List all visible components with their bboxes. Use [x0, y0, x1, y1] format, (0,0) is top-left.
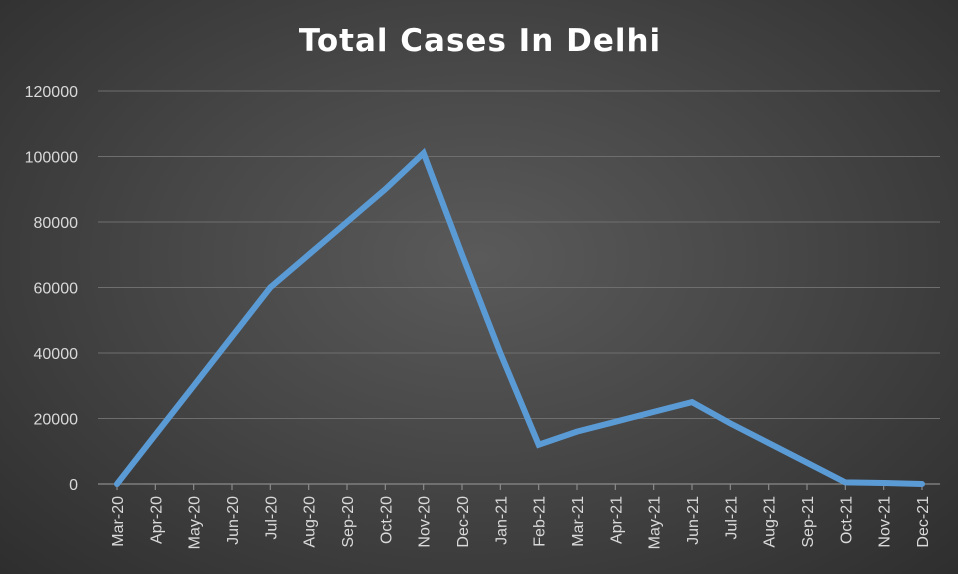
y-tick-label: 60000	[34, 281, 79, 298]
data-point	[921, 483, 923, 485]
x-tick-label: Nov-20	[417, 496, 434, 548]
y-tick-label: 80000	[34, 215, 79, 232]
data-point	[116, 483, 118, 485]
y-tick-label: 0	[69, 477, 78, 494]
series-line	[114, 147, 925, 487]
x-tick-label: Mar-20	[110, 496, 127, 547]
x-tick-label: Apr-21	[608, 496, 625, 544]
data-point	[423, 152, 425, 154]
data-point	[576, 431, 578, 433]
x-tick-label: Jul-21	[723, 496, 740, 540]
x-tick-label: May-21	[647, 496, 664, 549]
data-point	[231, 336, 233, 338]
data-point	[499, 352, 501, 354]
y-tick-label: 120000	[25, 84, 78, 101]
data-point	[806, 462, 808, 464]
x-tick-label: Dec-20	[455, 496, 472, 548]
x-tick-label: Aug-21	[762, 496, 779, 548]
x-tick-label: Jul-20	[263, 496, 280, 540]
y-axis-ticks: 0 20000 40000 60000 80000 100000 120000	[25, 84, 78, 494]
data-point	[308, 254, 310, 256]
data-point	[154, 434, 156, 436]
x-tick-label: Jun-20	[225, 496, 242, 545]
x-tick-label: Oct-21	[838, 496, 855, 544]
data-point	[538, 444, 540, 446]
data-point	[844, 481, 846, 483]
x-tick-label: May-20	[187, 496, 204, 549]
x-tick-label: Jun-21	[685, 496, 702, 545]
gridlines	[98, 90, 940, 419]
x-tick-label: Mar-21	[570, 496, 587, 547]
x-tick-label: Apr-20	[148, 496, 165, 544]
data-point	[384, 188, 386, 190]
x-tick-label: Sep-21	[800, 496, 817, 548]
data-point	[653, 411, 655, 413]
data-point	[883, 482, 885, 484]
x-tick-label: Feb-21	[532, 496, 549, 547]
data-point	[768, 442, 770, 444]
y-tick-label: 40000	[34, 346, 79, 363]
data-point	[346, 221, 348, 223]
x-tick-label: Aug-20	[302, 496, 319, 548]
y-tick-label: 100000	[25, 150, 78, 167]
x-axis-ticks: Mar-20 Apr-20 May-20 Jun-20 Jul-20 Aug-20 Sep-…	[110, 484, 932, 549]
data-point	[729, 422, 731, 424]
x-tick-label: Dec-21	[915, 496, 932, 548]
x-tick-label: Sep-20	[340, 496, 357, 548]
data-point	[614, 421, 616, 423]
series-layer	[114, 147, 925, 487]
data-point	[461, 254, 463, 256]
x-tick-label: Oct-20	[378, 496, 395, 544]
y-tick-label: 20000	[34, 412, 79, 429]
data-point	[691, 401, 693, 403]
x-tick-label: Nov-21	[877, 496, 894, 548]
chart-title: Total Cases In Delhi	[299, 23, 661, 59]
data-point	[269, 287, 271, 288]
data-point	[193, 385, 195, 387]
x-tick-label: Jan-21	[493, 496, 510, 545]
